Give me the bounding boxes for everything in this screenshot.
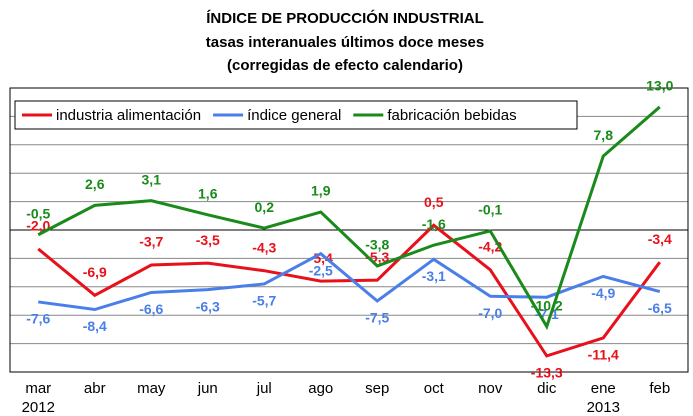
x-tick-label: abr — [84, 380, 106, 397]
x-tick-label: feb — [649, 380, 670, 397]
value-label: 2,6 — [85, 176, 105, 192]
legend-label: índice general — [247, 107, 341, 124]
x-tick-label: jun — [197, 380, 218, 397]
value-label: -3,4 — [648, 231, 672, 247]
x-tick-label: may — [137, 380, 166, 397]
value-label: -11,4 — [588, 347, 619, 363]
value-label: -1,6 — [422, 216, 446, 232]
value-label: 1,6 — [198, 186, 218, 202]
value-label: -4,9 — [591, 285, 615, 301]
value-label: -3,1 — [422, 268, 446, 284]
value-label: -2,5 — [309, 262, 333, 278]
plot-frame — [9, 87, 689, 373]
chart-title: ÍNDICE DE PRODUCCIÓN INDUSTRIAL — [206, 9, 484, 27]
x-tick-label: oct — [424, 380, 445, 397]
x-tick-label: sep — [365, 380, 389, 397]
value-label: -6,6 — [139, 301, 163, 317]
legend-box — [14, 100, 578, 130]
value-label: 13,0 — [646, 78, 673, 94]
value-label: -3,7 — [139, 234, 163, 250]
x-year-label: 2013 — [587, 399, 620, 416]
value-label: -6,3 — [196, 298, 220, 314]
value-label: -7,5 — [365, 310, 389, 326]
x-tick-label: ene — [591, 380, 616, 397]
legend-label: fabricación bebidas — [387, 107, 516, 124]
x-tick-label: dic — [537, 380, 557, 397]
value-label: -13,3 — [531, 365, 563, 381]
x-year-label: 2012 — [22, 399, 55, 416]
value-label: -3,5 — [196, 232, 220, 248]
x-tick-label: jul — [256, 380, 272, 397]
chart-subtitle: (corregidas de efecto calendario) — [227, 57, 463, 74]
x-tick-label: ago — [308, 380, 333, 397]
value-label: -7,6 — [26, 311, 50, 327]
chart-subtitle: tasas interanuales últimos doce meses — [206, 34, 484, 51]
value-label: -3,8 — [365, 237, 389, 253]
x-tick-label: nov — [478, 380, 503, 397]
value-label: 7,8 — [594, 127, 614, 143]
value-label: -6,9 — [83, 264, 107, 280]
value-label: -5,7 — [252, 293, 276, 309]
value-label: -8,4 — [83, 318, 107, 334]
x-tick-label: mar — [25, 380, 51, 397]
value-label: -6,5 — [648, 300, 672, 316]
value-label: 1,9 — [311, 183, 331, 199]
value-label: -10,2 — [531, 297, 563, 313]
legend-label: industria alimentación — [56, 107, 201, 124]
value-label: 0,2 — [255, 199, 275, 215]
value-label: -2,0 — [26, 218, 50, 234]
value-label: -4,3 — [252, 239, 276, 255]
value-label: -7,0 — [478, 305, 502, 321]
value-label: -0,5 — [26, 205, 50, 221]
series-line — [37, 223, 661, 358]
value-label: 3,1 — [142, 171, 162, 187]
value-label: 0,5 — [424, 194, 444, 210]
value-label: -5,4 — [309, 250, 333, 266]
value-label: -0,1 — [478, 202, 502, 218]
series-line — [37, 105, 661, 331]
